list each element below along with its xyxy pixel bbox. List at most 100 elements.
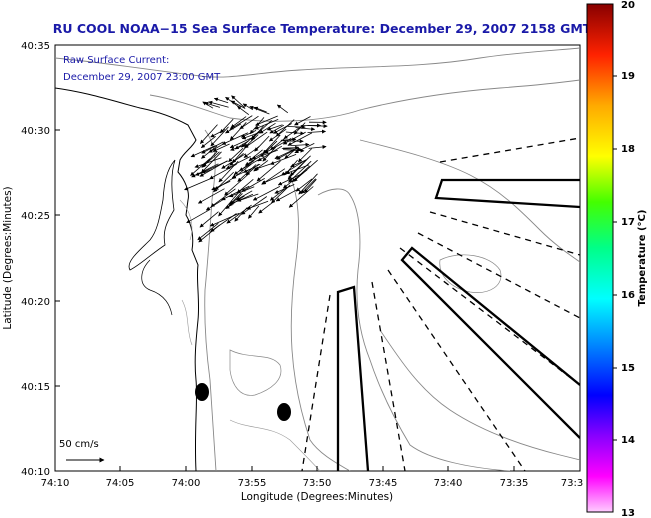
current-vector bbox=[252, 186, 281, 201]
annotation-line-1: Raw Surface Current: bbox=[63, 55, 169, 66]
current-vector bbox=[295, 178, 313, 192]
current-vector bbox=[212, 143, 230, 152]
x-tick-label: 73:55 bbox=[238, 478, 267, 489]
colorbar-tick-label: 17 bbox=[621, 217, 635, 228]
current-vector bbox=[213, 171, 234, 193]
x-tick-label: 73:3 bbox=[561, 478, 583, 489]
bathy-contour-6 bbox=[359, 139, 580, 263]
current-vector bbox=[228, 193, 243, 207]
current-vector bbox=[288, 186, 314, 208]
current-vector bbox=[300, 178, 316, 194]
current-vector bbox=[219, 118, 234, 134]
inland-shore bbox=[141, 259, 173, 316]
current-vector bbox=[229, 193, 259, 205]
current-vector-field bbox=[184, 95, 328, 243]
current-vector bbox=[283, 148, 305, 153]
colorbar-tick-label: 15 bbox=[621, 363, 635, 374]
current-vector bbox=[259, 149, 278, 158]
current-vector bbox=[287, 132, 313, 146]
colorbar-label: Temperature (°C) bbox=[637, 210, 648, 307]
colorbar-ticks: 20 19 18 17 16 15 14 13 bbox=[621, 0, 635, 518]
current-vector bbox=[199, 160, 228, 177]
current-vector bbox=[307, 129, 326, 134]
y-tick-label: 40:10 bbox=[21, 467, 50, 478]
coastline bbox=[55, 87, 200, 471]
current-vector bbox=[234, 140, 250, 150]
current-vector bbox=[241, 131, 262, 140]
y-tick-label: 40:15 bbox=[21, 382, 50, 393]
bathy-contour-8 bbox=[229, 349, 282, 396]
current-vector bbox=[208, 100, 229, 108]
current-vector bbox=[263, 140, 278, 154]
y-axis-label: Latitude (Degrees:Minutes) bbox=[2, 186, 14, 329]
bathy-contour-3 bbox=[204, 129, 217, 471]
x-tick-label: 74:00 bbox=[172, 478, 201, 489]
current-vector bbox=[190, 158, 211, 176]
current-vector bbox=[275, 188, 299, 202]
colorbar-tick-label: 13 bbox=[621, 508, 635, 518]
current-vector bbox=[253, 160, 269, 172]
x-tick-marks bbox=[119, 466, 515, 471]
dashed-lines bbox=[301, 137, 580, 471]
current-vector bbox=[218, 160, 239, 183]
bathy-contour-7 bbox=[379, 329, 580, 461]
current-vector bbox=[295, 127, 316, 132]
current-vector bbox=[210, 126, 229, 147]
current-vector bbox=[229, 152, 244, 166]
current-vector bbox=[287, 124, 306, 129]
current-vector bbox=[266, 124, 283, 131]
current-vector bbox=[245, 163, 259, 176]
current-vector bbox=[240, 130, 257, 138]
scale-label: 50 cm/s bbox=[59, 439, 99, 450]
current-vector bbox=[224, 174, 249, 196]
current-vector bbox=[270, 154, 297, 165]
x-tick-label: 73:50 bbox=[303, 478, 332, 489]
current-vector bbox=[231, 95, 245, 108]
current-vector bbox=[294, 143, 315, 154]
current-vector bbox=[210, 213, 237, 232]
corridor-outlines bbox=[336, 178, 580, 471]
current-vector bbox=[298, 148, 312, 163]
current-vector bbox=[233, 160, 255, 176]
current-vector bbox=[248, 149, 263, 162]
current-vector bbox=[221, 153, 246, 169]
current-vector bbox=[293, 159, 318, 182]
x-tick-label: 73:35 bbox=[500, 478, 529, 489]
current-vector bbox=[199, 211, 219, 228]
current-vector bbox=[287, 157, 309, 180]
y-tick-label: 40:30 bbox=[21, 126, 50, 137]
bathy-contour-4 bbox=[289, 174, 351, 471]
current-vector bbox=[256, 160, 281, 182]
colorbar-tick-label: 19 bbox=[621, 71, 635, 82]
current-vector bbox=[200, 135, 216, 149]
current-vector bbox=[228, 147, 244, 162]
current-vector bbox=[288, 160, 312, 183]
colorbar-tick-label: 18 bbox=[621, 144, 635, 155]
chart-title: RU COOL NOAA−15 Sea Surface Temperature:… bbox=[53, 21, 592, 36]
current-vector bbox=[254, 135, 270, 152]
current-vector bbox=[271, 184, 291, 204]
current-vector bbox=[269, 187, 287, 201]
current-vector bbox=[282, 145, 300, 150]
current-vector bbox=[253, 106, 267, 113]
plot-frame bbox=[54, 44, 581, 472]
current-vector bbox=[308, 144, 327, 149]
current-vector bbox=[275, 119, 295, 137]
current-vector bbox=[209, 212, 240, 227]
current-vector bbox=[197, 222, 219, 241]
current-vector bbox=[241, 178, 265, 192]
current-vector bbox=[304, 179, 317, 193]
current-vector bbox=[259, 122, 276, 134]
current-vector bbox=[230, 116, 247, 129]
current-vector bbox=[186, 208, 211, 224]
current-vector bbox=[218, 193, 238, 217]
inlet-outline bbox=[128, 159, 176, 271]
current-vector bbox=[208, 141, 227, 153]
current-vector bbox=[269, 124, 285, 134]
colorbar-tick-label: 14 bbox=[621, 435, 635, 446]
current-vector bbox=[229, 137, 251, 149]
colorbar-tick-marks bbox=[613, 75, 617, 441]
colorbar-tick-label: 16 bbox=[621, 290, 635, 301]
current-vector bbox=[201, 151, 222, 173]
